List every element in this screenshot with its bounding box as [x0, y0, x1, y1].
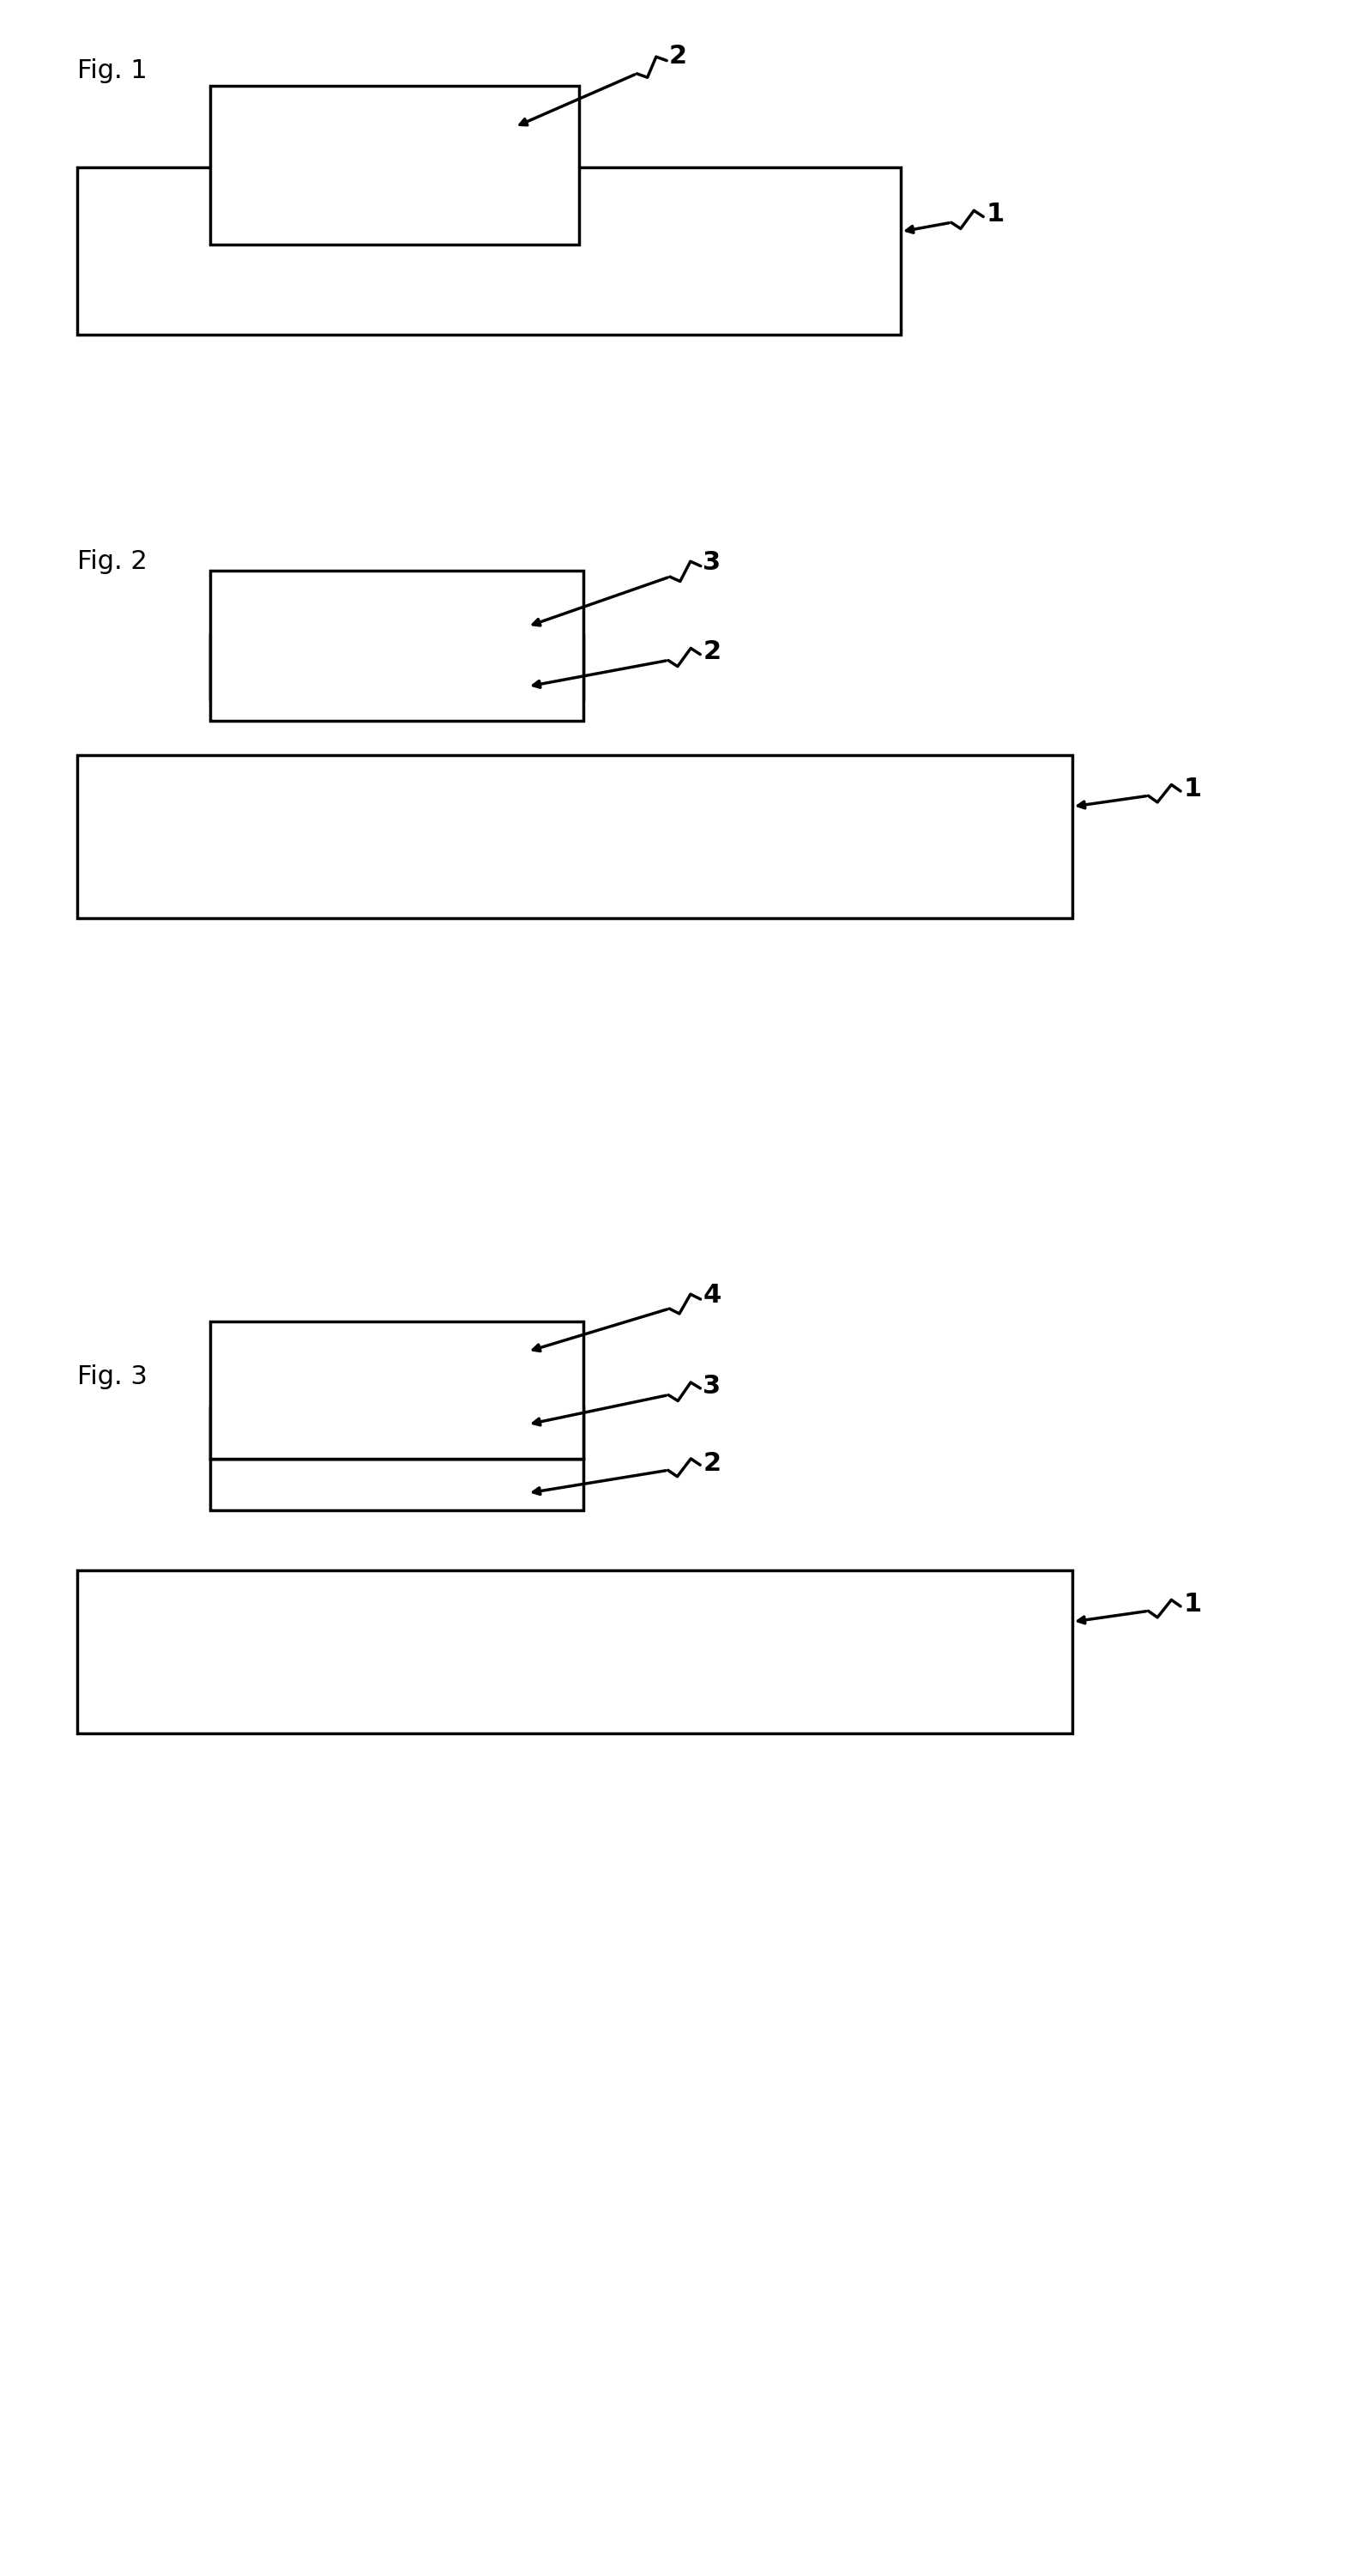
Text: 3: 3 [703, 549, 721, 574]
Bar [210, 636, 584, 698]
Bar [210, 572, 584, 721]
Text: 4: 4 [703, 1283, 721, 1309]
Text: 3: 3 [703, 1373, 721, 1399]
Bar [210, 85, 579, 245]
Text: 1: 1 [1183, 778, 1202, 801]
Bar [77, 167, 900, 335]
Bar [210, 1406, 584, 1458]
Text: 2: 2 [668, 44, 687, 67]
Text: 1: 1 [1183, 1592, 1202, 1618]
Text: Fig. 3: Fig. 3 [77, 1365, 148, 1388]
Bar [210, 1458, 584, 1510]
Text: 2: 2 [703, 639, 721, 665]
Bar [210, 1321, 584, 1458]
Text: 2: 2 [703, 1450, 721, 1476]
Text: Fig. 1: Fig. 1 [77, 59, 147, 82]
Text: Fig. 2: Fig. 2 [77, 549, 147, 574]
Bar [77, 755, 1073, 917]
Bar [77, 1571, 1073, 1734]
Text: 1: 1 [986, 201, 1004, 227]
